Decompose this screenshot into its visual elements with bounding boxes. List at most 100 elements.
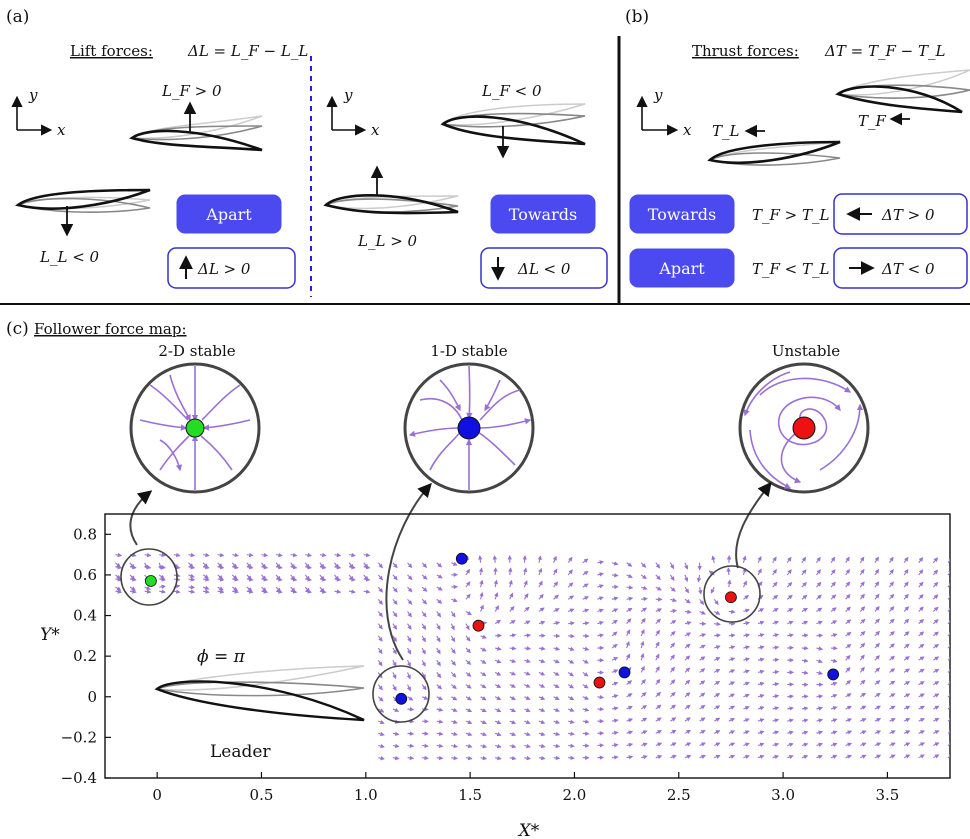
stream-arrow	[860, 705, 867, 710]
fixed-point	[593, 676, 606, 689]
stream-arrow	[859, 642, 866, 649]
stream-arrow	[611, 561, 619, 566]
svg-text:y: y	[28, 86, 38, 104]
stream-arrow	[626, 742, 634, 748]
stream-arrow	[772, 581, 778, 588]
stream-arrow	[670, 586, 676, 592]
stream-arrow	[436, 755, 444, 761]
stream-arrow	[699, 668, 706, 673]
stream-arrow	[159, 552, 166, 558]
stream-arrow	[524, 683, 531, 688]
stream-arrow	[772, 620, 780, 625]
stream-arrow	[640, 640, 645, 649]
stream-arrow	[188, 552, 196, 558]
stream-arrow	[684, 632, 692, 637]
stream-arrow	[889, 606, 895, 612]
stream-arrow	[684, 655, 691, 661]
stream-arrow	[816, 718, 824, 723]
svg-text:Towards: Towards	[509, 205, 577, 224]
stream-arrow	[305, 552, 313, 558]
stream-arrow	[743, 681, 750, 686]
stream-arrow	[129, 577, 137, 582]
stream-arrow	[903, 606, 910, 612]
stream-arrow	[743, 730, 750, 735]
stream-arrow	[407, 647, 412, 655]
svg-text:Apart: Apart	[658, 259, 705, 278]
stream-arrow	[436, 611, 442, 618]
stream-arrow	[173, 589, 181, 594]
stream-arrow	[465, 719, 473, 725]
stream-arrow	[903, 730, 911, 735]
stream-arrow	[874, 705, 881, 710]
stream-arrow	[597, 560, 605, 565]
stream-arrow	[933, 681, 940, 686]
stream-arrow	[947, 619, 950, 625]
stream-arrow	[626, 618, 632, 625]
stream-arrow	[714, 645, 721, 650]
stream-arrow	[524, 671, 531, 676]
stream-arrow	[421, 659, 426, 667]
stream-arrow	[918, 631, 925, 637]
stream-arrow	[757, 693, 765, 699]
stream-arrow	[407, 635, 412, 643]
y-tick-label: 0.8	[73, 525, 97, 543]
stream-arrow	[509, 743, 517, 749]
stream-arrow	[655, 754, 663, 760]
stream-arrow	[801, 718, 809, 723]
stream-arrow	[713, 705, 721, 710]
stream-arrow	[582, 558, 589, 564]
stream-arrow	[699, 729, 706, 735]
stream-arrow	[830, 742, 838, 747]
panel-b-label: (b)	[625, 7, 649, 27]
stream-arrow	[947, 668, 950, 673]
stream-arrow	[830, 658, 838, 663]
stream-arrow	[787, 706, 794, 711]
stream-arrow	[933, 705, 940, 710]
stream-arrow	[801, 742, 809, 747]
stream-arrow	[743, 693, 750, 698]
stream-arrow	[933, 656, 940, 661]
stream-arrow	[217, 589, 225, 594]
stream-arrow	[845, 666, 851, 673]
stream-arrow	[947, 557, 950, 564]
axes-icon-b: y x	[636, 86, 692, 139]
fixed-point	[827, 668, 840, 681]
stream-arrow	[655, 574, 661, 581]
stream-arrow	[713, 610, 721, 615]
stream-arrow	[567, 608, 575, 613]
stream-arrow	[655, 691, 661, 698]
stream-arrow	[567, 695, 575, 701]
stream-arrow	[465, 610, 472, 616]
stream-arrow	[494, 696, 502, 701]
stream-arrow	[903, 718, 911, 723]
stream-arrow	[889, 643, 895, 649]
stream-arrow	[611, 742, 619, 748]
stream-arrow	[611, 669, 619, 674]
stream-arrow	[932, 619, 939, 625]
stream-arrow	[553, 683, 560, 689]
stream-arrow	[349, 552, 356, 558]
stream-arrow	[743, 621, 751, 626]
stream-arrow	[217, 586, 224, 591]
stream-arrow	[377, 586, 383, 593]
stream-arrow	[757, 657, 765, 662]
stream-arrow	[202, 589, 210, 594]
stream-arrow	[830, 581, 836, 588]
stream-arrow	[465, 731, 473, 737]
stream-arrow	[407, 562, 413, 569]
stream-arrow	[465, 568, 470, 576]
stream-arrow	[553, 755, 561, 761]
stream-arrow	[626, 680, 633, 686]
stream-arrow	[801, 569, 807, 576]
stream-arrow	[495, 646, 502, 651]
stream-arrow	[655, 608, 663, 613]
stream-arrow	[801, 581, 807, 588]
stream-arrow	[378, 719, 385, 725]
stream-arrow	[509, 695, 516, 700]
inset-2d-stable	[129, 362, 261, 494]
stream-arrow	[713, 657, 721, 662]
stream-arrow	[246, 577, 254, 582]
ll-neg-label: L_L < 0	[39, 248, 100, 266]
x-tick-label: 1.5	[458, 786, 482, 804]
stream-arrow	[392, 635, 397, 643]
